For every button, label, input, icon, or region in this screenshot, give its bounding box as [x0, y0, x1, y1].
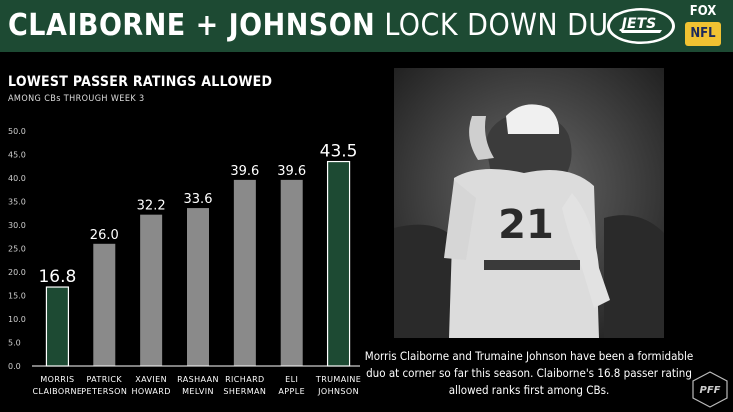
y-tick-label: 25.0 — [8, 245, 26, 254]
x-tick-label: SHERMAN — [223, 387, 266, 396]
fox-nfl-logo: FOX NFL — [684, 4, 722, 48]
player-photo-illustration: 21 — [394, 68, 664, 338]
pff-logo: PFF — [692, 371, 728, 408]
y-tick-label: 50.0 — [8, 127, 26, 136]
x-tick-label: JOHNSON — [317, 387, 359, 396]
x-tick-label: APPLE — [278, 387, 305, 396]
bar-value-label: 16.8 — [38, 267, 76, 287]
y-tick-label: 20.0 — [8, 268, 26, 277]
page-title-bold: CLAIBORNE + JOHNSON — [8, 8, 376, 43]
bar-value-label: 26.0 — [90, 228, 119, 243]
pff-logo-text: PFF — [700, 385, 721, 396]
bar-value-label: 39.6 — [277, 164, 306, 179]
x-tick-label: PETERSON — [81, 387, 127, 396]
x-tick-label: ELI — [285, 375, 298, 384]
jets-logo: JETS — [607, 8, 675, 44]
fox-logo-text: FOX — [689, 4, 717, 19]
category-labels: MORRIS CLAIBORNE PATRICK PETERSON XAVIEN HOWA… — [32, 375, 361, 396]
bar — [93, 243, 116, 366]
y-tick-label: 40.0 — [8, 174, 26, 183]
nfl-logo-text: NFL — [685, 22, 721, 46]
x-tick-label: RICHARD — [225, 375, 265, 384]
bar-chart: 0.0 5.0 10.0 15.0 20.0 25.0 30.0 35.0 40.0 45.0 50… — [8, 127, 361, 396]
y-tick-label: 35.0 — [8, 198, 26, 207]
y-tick-label: 45.0 — [8, 151, 26, 160]
bar-value-label: 39.6 — [230, 164, 259, 179]
bar — [140, 214, 163, 366]
page-title: CLAIBORNE + JOHNSON LOCK DOWN DUO — [8, 7, 630, 45]
x-tick-label: HOWARD — [131, 387, 170, 396]
x-tick-label: PATRICK — [86, 375, 122, 384]
y-tick-label: 10.0 — [8, 315, 26, 324]
bar-value-label: 43.5 — [320, 142, 358, 162]
chart-subtitle: AMONG CBs THROUGH WEEK 3 — [8, 94, 145, 104]
y-tick-label: 0.0 — [8, 362, 21, 371]
bar — [45, 286, 70, 367]
bars: 16.8 26.0 32.2 33.6 39.6 39.6 43.5 — [38, 142, 358, 367]
y-tick-label: 5.0 — [8, 339, 21, 348]
header-bar: CLAIBORNE + JOHNSON LOCK DOWN DUO JETS F… — [0, 0, 733, 52]
jersey-number: 21 — [498, 202, 554, 248]
bar — [280, 179, 303, 366]
chart-title: LOWEST PASSER RATINGS ALLOWED — [8, 74, 273, 90]
player-photo: 21 — [394, 68, 664, 338]
y-tick-label: 15.0 — [8, 292, 26, 301]
x-tick-label: MORRIS — [40, 375, 74, 384]
bar — [326, 160, 351, 367]
y-tick-label: 30.0 — [8, 221, 26, 230]
bar — [187, 208, 209, 366]
bar-value-label: 32.2 — [137, 199, 166, 214]
x-tick-label: RASHAAN — [177, 375, 219, 384]
x-tick-label: TRUMAINE — [315, 375, 361, 384]
bar-value-label: 33.6 — [184, 192, 213, 207]
y-axis: 0.0 5.0 10.0 15.0 20.0 25.0 30.0 35.0 40.0 45.0 50… — [8, 127, 26, 371]
bar — [233, 179, 256, 366]
x-tick-label: XAVIEN — [135, 375, 167, 384]
x-tick-label: CLAIBORNE — [32, 387, 82, 396]
jets-logo-text: JETS — [619, 16, 656, 32]
page-title-light: LOCK DOWN DUO — [384, 8, 631, 43]
x-tick-label: MELVIN — [182, 387, 214, 396]
caption-text: Morris Claiborne and Trumaine Johnson ha… — [364, 349, 694, 397]
